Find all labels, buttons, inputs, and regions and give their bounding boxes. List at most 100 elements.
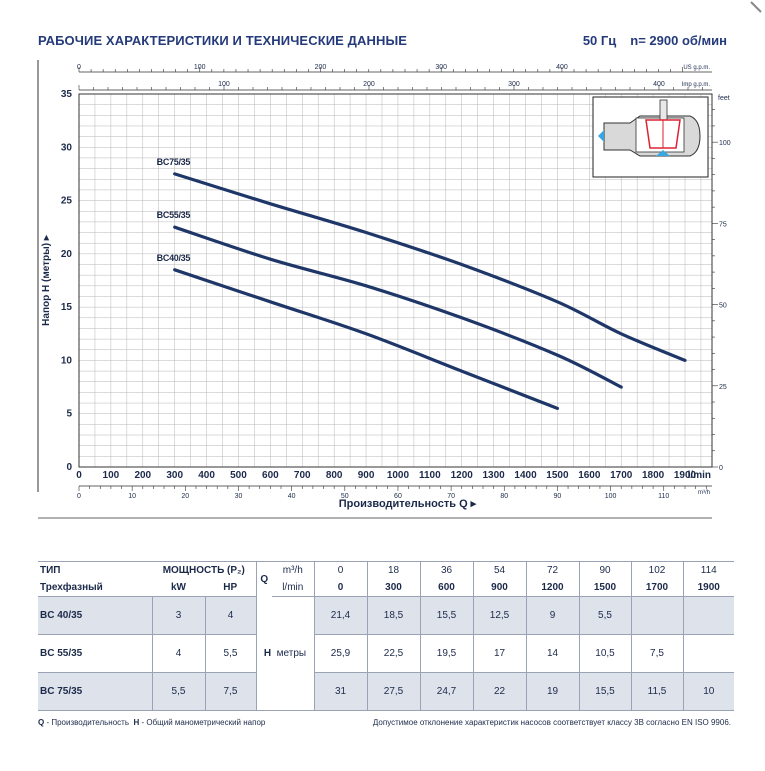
head-value: 17 (472, 634, 526, 673)
m3h-value: 72 (525, 561, 579, 579)
x-tick-label: 300 (166, 470, 183, 481)
head-value: 22 (472, 672, 526, 711)
m3h-value: 36 (419, 561, 473, 579)
x-tick-label: 1300 (483, 470, 506, 481)
x-tick-label: 200 (134, 470, 151, 481)
series-label: BC55/35 (157, 210, 191, 220)
m3h-tick-label: 80 (500, 493, 508, 500)
lmin-value: 1500 (578, 579, 631, 597)
us-gpm-tick-label: 300 (435, 64, 447, 71)
y-tick-label: 35 (61, 89, 73, 100)
x-tick-label: 1900 (674, 470, 697, 481)
m3h-tick-label: 90 (554, 493, 562, 500)
imp-gpm-tick-label: 100 (218, 81, 230, 88)
head-value: 22,5 (366, 634, 420, 673)
kw-label: kW (152, 579, 205, 597)
us-gpm-tick-label: 200 (315, 64, 327, 71)
us-gpm-unit-label: US g.p.m. (683, 65, 710, 71)
table-row: BC 40/35 3 4 H метры 21,4 18,5 15,5 12,5… (38, 596, 734, 711)
pump-diagram-icon (592, 96, 709, 178)
kw-value: 5,5 (151, 672, 205, 711)
lmin-value: 600 (419, 579, 473, 597)
plot-frame (78, 93, 713, 468)
hp-label: HP (205, 579, 256, 597)
m3h-tick-label: 110 (658, 493, 669, 500)
h-label: H (263, 648, 272, 659)
curve-bc7535 (173, 172, 687, 362)
footer-h-text: - Общий манометрический напор (139, 718, 266, 727)
lmin-value: 1700 (630, 579, 683, 597)
y-tick-label: 10 (61, 355, 73, 366)
x-tick-label: 100 (103, 470, 120, 481)
head-value: 10,5 (578, 634, 631, 673)
m3h-tick-label: 70 (447, 493, 455, 500)
x-tick-label: 1800 (642, 470, 665, 481)
head-value: 9 (525, 596, 579, 635)
head-value: 15,5 (419, 596, 473, 635)
head-value: 19 (525, 672, 579, 711)
m3h-value: 54 (472, 561, 526, 579)
table-row: BC 55/35 4 5,5 25,9 22,5 19,5 17 14 10,5… (38, 634, 734, 673)
y-tick-label: 30 (61, 142, 73, 153)
power-header: МОЩНОСТЬ (P₂) (152, 561, 256, 579)
x-tick-label: 1500 (546, 470, 569, 481)
page-title: РАБОЧИЕ ХАРАКТЕРИСТИКИ И ТЕХНИЧЕСКИЕ ДАН… (38, 33, 408, 48)
head-value (682, 634, 734, 673)
imp-gpm-tick-label: 200 (363, 81, 375, 88)
y-axis-label: Напор H (метры) ▸ (41, 234, 52, 326)
m3h-tick-label: 0 (77, 493, 81, 500)
us-gpm-tick-label: 100 (194, 64, 206, 71)
curve-bc4035 (173, 268, 559, 410)
head-value: 12,5 (472, 596, 526, 635)
m3h-tick-label: 20 (181, 493, 189, 500)
head-value: 24,7 (419, 672, 473, 711)
head-value: 27,5 (366, 672, 420, 711)
corner-arrow-icon (750, 1, 762, 13)
kw-value: 3 (151, 596, 205, 635)
head-value: 18,5 (366, 596, 420, 635)
chart-labels: BC75/35 BC55/35 BC40/35 (157, 157, 191, 263)
m3h-tick-label: 100 (605, 493, 617, 500)
h-unit-cell: H метры (255, 596, 314, 711)
series-label: BC40/35 (157, 253, 191, 263)
head-value: 7,5 (630, 634, 683, 673)
footer-tolerance: Допустимое отклонение характеристик насо… (372, 718, 731, 727)
x-tick-label: 1000 (387, 470, 410, 481)
model-name: BC 40/35 (38, 596, 152, 635)
h-unit: метры (276, 648, 307, 659)
head-value: 14 (525, 634, 579, 673)
head-value: 15,5 (578, 672, 631, 711)
x-tick-label: 1200 (451, 470, 474, 481)
imp-gpm-unit-label: Imp g.p.m. (682, 82, 711, 88)
feet-tick-label: 75 (719, 221, 727, 228)
feet-tick-label: 100 (719, 140, 731, 147)
y-tick-label: 5 (66, 409, 72, 420)
m3h-tick-label: 60 (394, 493, 402, 500)
q-label: Q (255, 561, 272, 597)
x-tick-label: 1100 (419, 470, 441, 481)
m3h-value: 0 (313, 561, 367, 579)
m3h-label: m³/h (272, 561, 314, 579)
y-tick-label: 20 (61, 249, 73, 260)
lmin-value: 900 (472, 579, 526, 597)
m3h-tick-label: 40 (288, 493, 296, 500)
head-value: 5,5 (578, 596, 631, 635)
x-tick-label: 600 (262, 470, 279, 481)
lmin-value: 1200 (525, 579, 579, 597)
imp-gpm-tick-label: 400 (653, 81, 665, 88)
lmin-value: 300 (366, 579, 420, 597)
x-tick-label: 1400 (514, 470, 537, 481)
footer-legend: Q - Производительность H - Общий маномет… (38, 718, 265, 727)
m3h-unit-label: m³/h (698, 490, 710, 496)
x-tick-label: 700 (294, 470, 311, 481)
hp-value: 5,5 (204, 634, 256, 673)
x-unit-label: l/min (688, 470, 711, 481)
us-gpm-tick-label: 400 (556, 64, 568, 71)
x-tick-label: 500 (230, 470, 247, 481)
x-axis-label: Производительность Q ▸ (339, 498, 477, 510)
head-value: 31 (313, 672, 367, 711)
hp-value: 7,5 (204, 672, 256, 711)
footer-h-abbr: H (133, 718, 140, 727)
x-tick-label: 1700 (610, 470, 633, 481)
